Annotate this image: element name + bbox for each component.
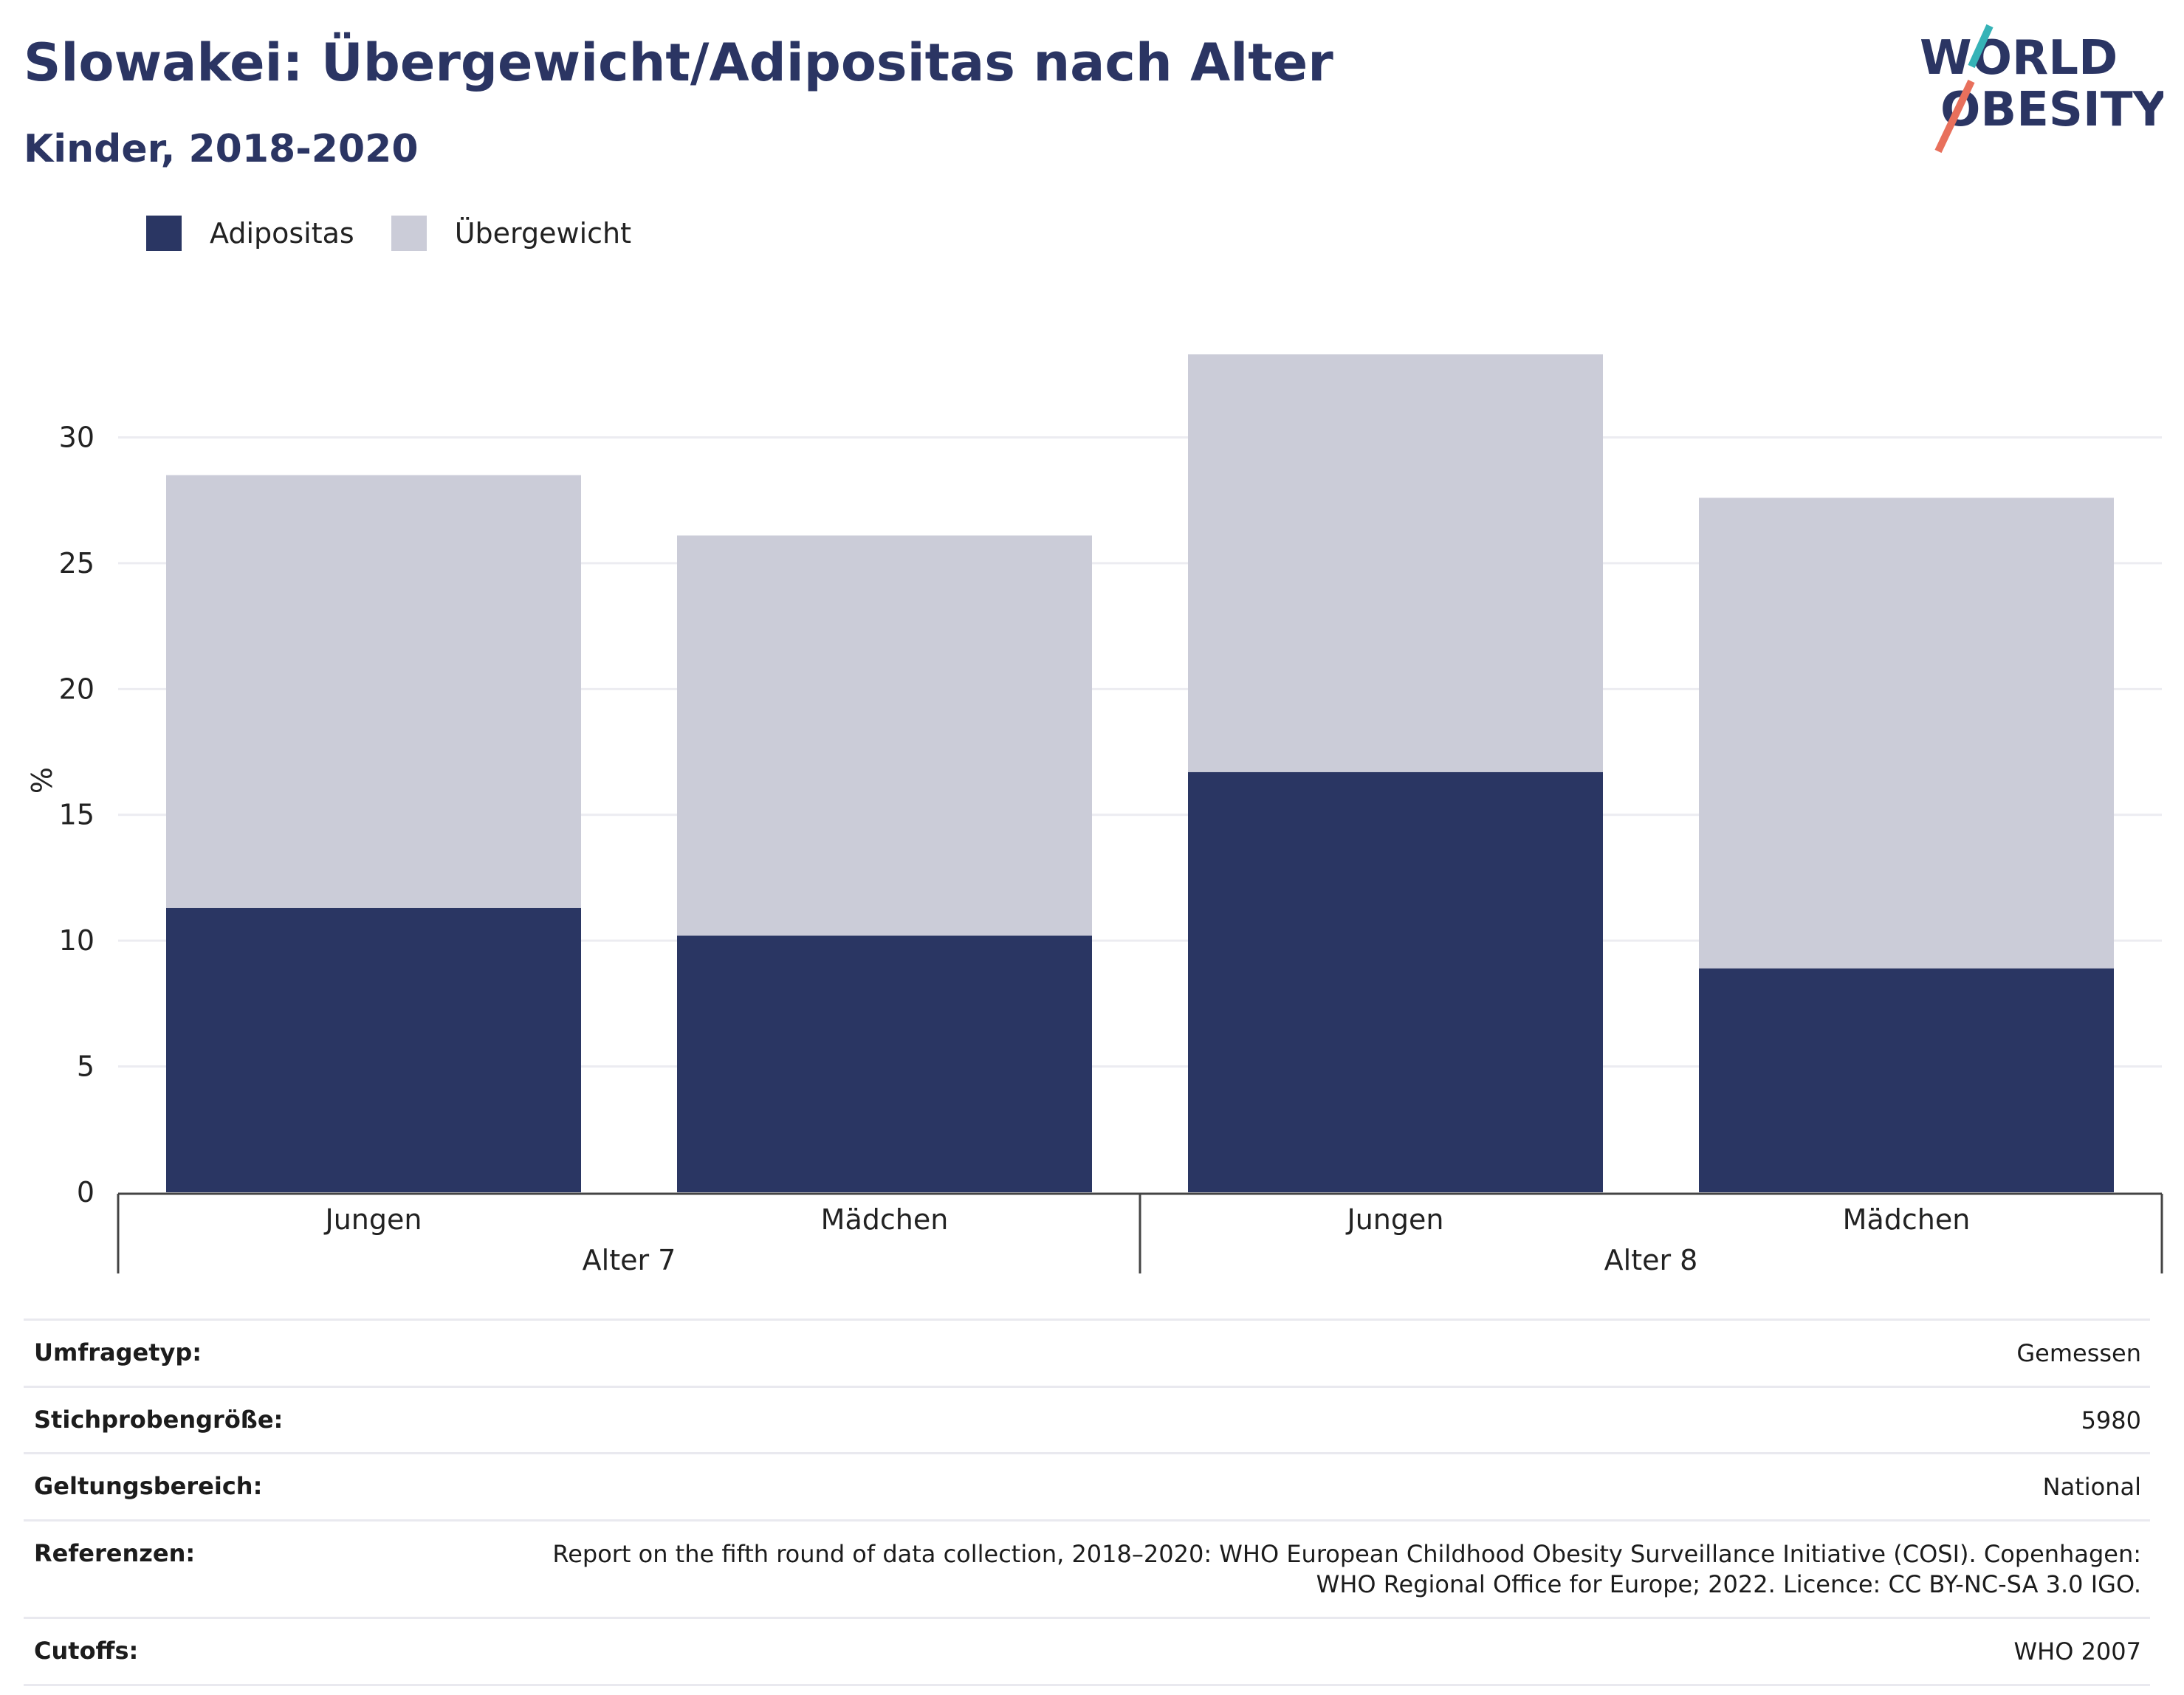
meta-label: Cutoffs: xyxy=(34,1636,139,1665)
bar-uebergewicht xyxy=(677,535,1092,936)
meta-label: Umfragetyp: xyxy=(34,1338,202,1366)
svg-text:OBESITY: OBESITY xyxy=(1940,83,2163,137)
x-tick-label: Mädchen xyxy=(821,1203,949,1236)
legend-item-adipositas: Adipositas xyxy=(146,216,354,251)
chart-legend: Adipositas Übergewicht xyxy=(146,216,668,251)
meta-row-references: Referenzen: Report on the fifth round of… xyxy=(24,1519,2150,1617)
y-tick-label: 30 xyxy=(59,421,95,453)
legend-label-adipositas: Adipositas xyxy=(210,217,354,250)
meta-row-sample-size: Stichprobengröße: 5980 xyxy=(24,1385,2150,1453)
group-label: Alter 7 xyxy=(583,1244,676,1276)
stacked-bar-chart: 0 5 10 15 20 25 30% Jungen Mädchen Jungen Mädchen A… xyxy=(26,354,2163,1276)
meta-label: Stichprobengröße: xyxy=(34,1405,284,1434)
meta-value: Gemessen xyxy=(2016,1339,2141,1367)
world-obesity-logo: WORLD OBESITY xyxy=(1920,24,2163,154)
bar-uebergewicht xyxy=(1188,354,1603,772)
meta-value: WHO 2007 xyxy=(2013,1637,2142,1665)
metadata-table: Umfragetyp: Gemessen Stichprobengröße: 5… xyxy=(24,1318,2150,1686)
x-tick-label: Jungen xyxy=(324,1203,422,1236)
bar-adipositas xyxy=(166,907,581,1192)
meta-label: Referenzen: xyxy=(34,1538,196,1567)
y-tick-label: 15 xyxy=(59,799,95,831)
x-tick-label: Mädchen xyxy=(1843,1203,1971,1236)
y-tick-label: 10 xyxy=(59,924,95,957)
meta-value: 5980 xyxy=(2081,1406,2141,1434)
meta-row-survey-type: Umfragetyp: Gemessen xyxy=(24,1318,2150,1386)
y-axis-label: % xyxy=(26,767,58,794)
legend-swatch-uebergewicht xyxy=(391,216,427,251)
x-tick-label: Jungen xyxy=(1346,1203,1444,1236)
chart-subtitle: Kinder, 2018-2020 xyxy=(24,127,419,171)
legend-swatch-adipositas xyxy=(146,216,182,251)
meta-value: Report on the fifth round of data collec… xyxy=(552,1539,2141,1599)
bar-adipositas xyxy=(677,935,1092,1192)
y-tick-label: 20 xyxy=(59,673,95,705)
group-label: Alter 8 xyxy=(1604,1244,1698,1276)
chart-title: Slowakei: Übergewicht/Adipositas nach Al… xyxy=(24,32,1333,93)
meta-label: Geltungsbereich: xyxy=(34,1472,263,1501)
meta-value: National xyxy=(2042,1473,2141,1502)
bar-adipositas xyxy=(1188,771,1603,1192)
y-tick-label: 5 xyxy=(77,1051,95,1083)
meta-row-cutoffs: Cutoffs: WHO 2007 xyxy=(24,1616,2150,1686)
legend-item-uebergewicht: Übergewicht xyxy=(391,216,631,251)
y-tick-label: 25 xyxy=(59,547,95,580)
bar-adipositas xyxy=(1699,968,2114,1192)
y-tick-label: 0 xyxy=(77,1176,95,1208)
bar-uebergewicht xyxy=(1699,498,2114,969)
meta-row-scope: Geltungsbereich: National xyxy=(24,1452,2150,1519)
bar-uebergewicht xyxy=(166,475,581,908)
svg-text:WORLD: WORLD xyxy=(1920,31,2118,86)
legend-label-uebergewicht: Übergewicht xyxy=(454,217,631,250)
